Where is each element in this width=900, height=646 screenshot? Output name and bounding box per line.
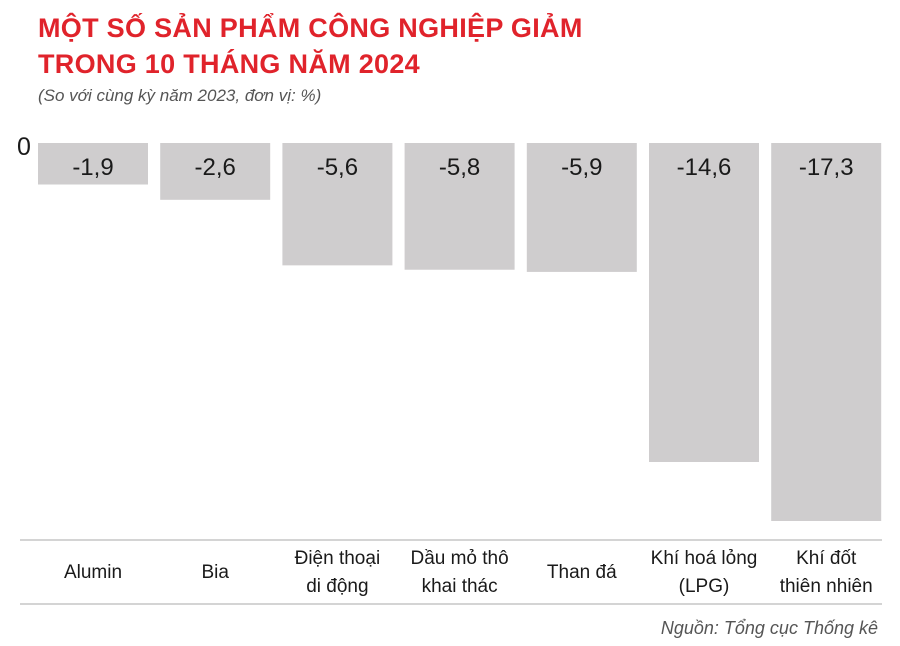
bar-2 (160, 143, 271, 200)
value-label-4: -5,8 (439, 154, 480, 181)
category-label-2-line-1: Bia (201, 562, 229, 583)
bar-3 (282, 143, 393, 266)
bar-1 (38, 143, 148, 185)
bar-6 (649, 143, 759, 463)
category-label-3-line-2: di động (306, 576, 368, 597)
category-label-5-line-1: Than đá (547, 562, 617, 583)
category-label-3-line-1: Điện thoại (295, 548, 381, 569)
chart-title-line-1: MỘT SỐ SẢN PHẨM CÔNG NGHIỆP GIẢM (38, 13, 583, 43)
bar-7 (771, 143, 882, 521)
category-label-6-line-1: Khí hoá lỏng (651, 548, 758, 569)
source-note: Nguồn: Tổng cục Thống kê (660, 618, 878, 638)
chart-subtitle: (So với cùng kỳ năm 2023, đơn vị: %) (38, 86, 322, 105)
value-label-3: -5,6 (317, 154, 358, 181)
chart-title-line-2: TRONG 10 THÁNG NĂM 2024 (38, 49, 420, 79)
zero-tick-label: 0 (17, 133, 31, 161)
category-label-6-line-2: (LPG) (679, 576, 730, 597)
category-label-1-line-1: Alumin (64, 562, 122, 583)
bar-4 (404, 143, 515, 270)
value-label-6: -14,6 (677, 154, 732, 181)
category-label-7-line-1: Khí đốt (796, 548, 857, 569)
value-label-7: -17,3 (799, 154, 854, 181)
category-label-4-line-2: khai thác (422, 576, 498, 597)
chart-title: MỘT SỐ SẢN PHẨM CÔNG NGHIỆP GIẢM TRONG 1… (38, 10, 583, 82)
bar-5 (526, 143, 637, 272)
category-label-4-line-1: Dầu mỏ thô (410, 548, 508, 569)
value-label-5: -5,9 (561, 154, 602, 181)
value-label-2: -2,6 (195, 154, 236, 181)
category-label-7-line-2: thiên nhiên (780, 576, 873, 597)
value-label-1: -1,9 (72, 154, 113, 181)
